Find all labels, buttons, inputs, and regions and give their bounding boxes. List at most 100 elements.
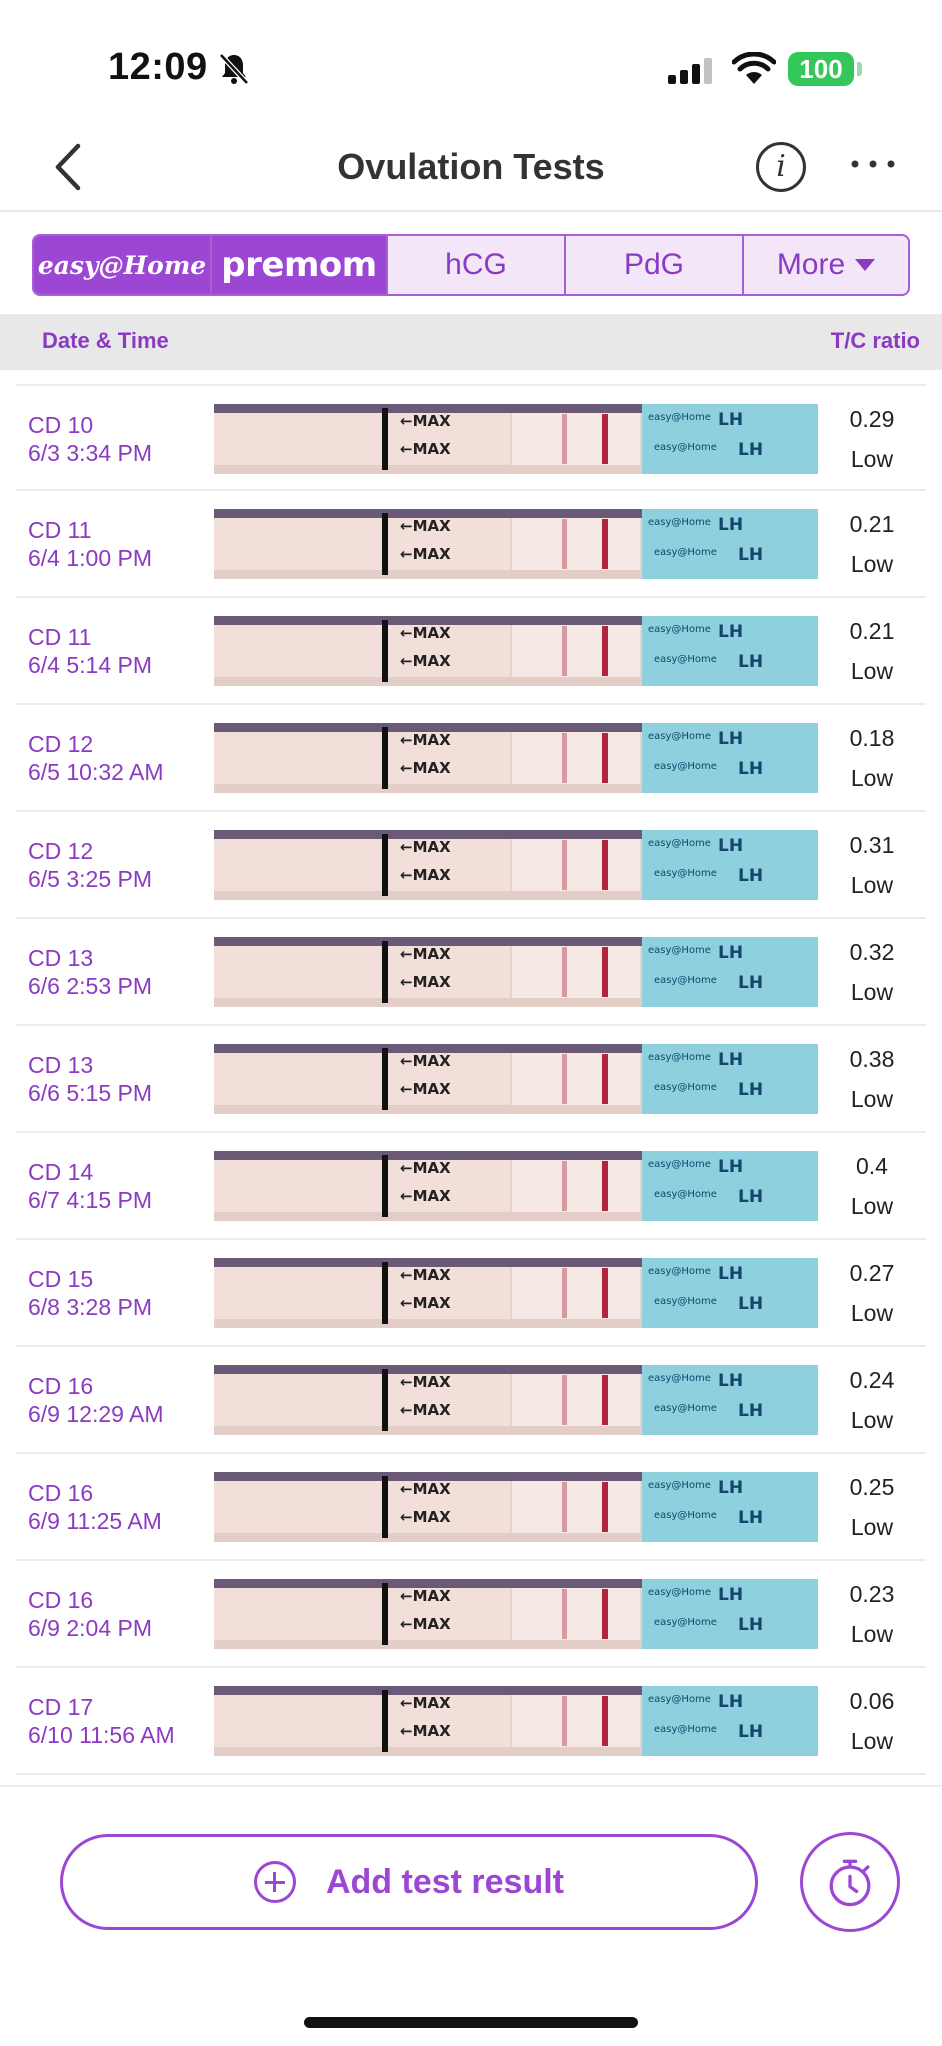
list-item[interactable]: CD 16 6/9 11:25 AM ←MAX ←MAX easy@Home LH easy…	[16, 1454, 926, 1561]
bottom-divider	[0, 1785, 942, 1787]
strip-max-line	[382, 1155, 388, 1217]
tab-premom[interactable]: premom	[212, 236, 388, 294]
strip-brand-text: easy@Home	[654, 761, 717, 772]
list-item[interactable]: CD 16 6/9 12:29 AM ←MAX ←MAX easy@Home LH easy…	[16, 1347, 926, 1454]
strip-edge	[214, 1319, 818, 1328]
strip-max-label: ←MAX	[400, 440, 451, 458]
list-item[interactable]: CD 12 6/5 10:32 AM ←MAX ←MAX easy@Home LH easy…	[16, 705, 926, 812]
test-strip-photo[interactable]: ←MAX ←MAX easy@Home LH easy@Home LH	[214, 723, 818, 793]
strip-max-label: ←MAX	[400, 545, 451, 563]
strip-brand-text: easy@Home	[654, 1189, 717, 1200]
strip-max-label: ←MAX	[400, 1722, 451, 1740]
test-strip-photo[interactable]: ←MAX ←MAX easy@Home LH easy@Home LH	[214, 1686, 818, 1756]
tab-pdg[interactable]: PdG	[566, 236, 744, 294]
tab-easy-home[interactable]: easy@ Home	[34, 236, 212, 294]
tab-more[interactable]: More	[744, 236, 908, 294]
home-indicator[interactable]	[304, 2017, 638, 2028]
strip-brand-text: easy@Home	[648, 1266, 711, 1277]
strip-max-label: ←MAX	[400, 1480, 451, 1498]
test-date-time: 6/4 1:00 PM	[28, 545, 153, 571]
strip-max-line	[382, 1476, 388, 1538]
chevron-left-icon[interactable]	[44, 138, 94, 196]
strip-control-line	[602, 1161, 608, 1211]
list-item[interactable]: CD 14 6/7 4:15 PM ←MAX ←MAX easy@Home LH easy@…	[16, 1133, 926, 1240]
strip-brand-text: easy@Home	[654, 975, 717, 986]
tab-easy-home-label-a: easy@	[37, 250, 124, 280]
test-strip-photo[interactable]: ←MAX ←MAX easy@Home LH easy@Home LH	[214, 937, 818, 1007]
strip-result-window	[510, 413, 642, 465]
test-date-time: 6/10 11:56 AM	[28, 1722, 175, 1748]
list-item[interactable]: CD 16 6/9 2:04 PM ←MAX ←MAX easy@Home LH easy@…	[16, 1561, 926, 1668]
add-test-result-button[interactable]: Add test result	[60, 1834, 758, 1930]
strip-lh-text: LH	[718, 1692, 744, 1712]
strip-lh-text: LH	[718, 1371, 744, 1391]
list-item[interactable]: CD 13 6/6 2:53 PM ←MAX ←MAX easy@Home LH easy@…	[16, 919, 926, 1026]
list-item[interactable]: CD 12 6/5 3:25 PM ←MAX ←MAX easy@Home LH easy@…	[16, 812, 926, 919]
strip-max-label: ←MAX	[400, 1187, 451, 1205]
list-item[interactable]: CD 17 6/10 11:56 AM ←MAX ←MAX easy@Home LH eas…	[16, 1668, 926, 1775]
strip-max-line	[382, 408, 388, 470]
strip-max-line	[382, 513, 388, 575]
test-date-time: 6/9 12:29 AM	[28, 1401, 164, 1427]
list-item[interactable]: CD 11 6/4 1:00 PM ←MAX ←MAX easy@Home LH easy@…	[16, 491, 926, 598]
plus-circle-icon	[253, 1861, 296, 1903]
test-strip-photo[interactable]: ←MAX ←MAX easy@Home LH easy@Home LH	[214, 1044, 818, 1114]
cycle-day: CD 16	[28, 1587, 94, 1613]
tab-hcg[interactable]: hCG	[388, 236, 566, 294]
strip-edge	[214, 616, 818, 625]
strip-max-line	[382, 941, 388, 1003]
strip-result-window	[510, 946, 642, 998]
ellipsis-icon[interactable]	[848, 144, 898, 184]
strip-edge	[214, 1105, 818, 1114]
tc-ratio-value: 0.06	[849, 1688, 895, 1714]
list-item[interactable]: CD 13 6/6 5:15 PM ←MAX ←MAX easy@Home LH easy@…	[16, 1026, 926, 1133]
strip-test-line	[562, 626, 567, 676]
list-item[interactable]: CD 11 6/4 5:14 PM ←MAX ←MAX easy@Home LH easy@…	[16, 598, 926, 705]
strip-test-line	[562, 1161, 567, 1211]
test-strip-photo[interactable]: ←MAX ←MAX easy@Home LH easy@Home LH	[214, 509, 818, 579]
tab-more-label: More	[776, 248, 846, 281]
lh-level: Low	[850, 658, 894, 684]
test-result-list: CD 10 6/3 3:34 PM ←MAX ←MAX easy@Home LH easy@…	[16, 384, 926, 1775]
test-strip-photo[interactable]: ←MAX ←MAX easy@Home LH easy@Home LH	[214, 1472, 818, 1542]
caret-down-icon	[855, 259, 876, 271]
strip-brand-text: easy@Home	[648, 1480, 711, 1491]
strip-brand-text: easy@Home	[648, 412, 711, 423]
strip-lh-text: LH	[738, 1294, 764, 1314]
strip-max-line	[382, 1369, 388, 1431]
list-item[interactable]: CD 15 6/8 3:28 PM ←MAX ←MAX easy@Home LH easy@…	[16, 1240, 926, 1347]
test-strip-photo[interactable]: ←MAX ←MAX easy@Home LH easy@Home LH	[214, 404, 818, 474]
strip-max-label: ←MAX	[400, 1159, 451, 1177]
stopwatch-icon[interactable]	[800, 1832, 900, 1932]
strip-lh-text: LH	[718, 1157, 744, 1177]
add-test-result-label: Add test result	[325, 1862, 565, 1901]
lh-level: Low	[850, 551, 894, 577]
cycle-day: CD 17	[28, 1694, 94, 1720]
strip-lh-text: LH	[718, 1050, 744, 1070]
strip-test-line	[562, 947, 567, 997]
strip-edge	[214, 998, 818, 1007]
test-date-time: 6/4 5:14 PM	[28, 652, 153, 678]
strip-result-window	[510, 625, 642, 677]
strip-lh-text: LH	[738, 1615, 764, 1635]
strip-test-line	[562, 1696, 567, 1746]
strip-control-line	[602, 733, 608, 783]
strip-result-window	[510, 1267, 642, 1319]
strip-result-window	[510, 1374, 642, 1426]
info-icon[interactable]: i	[756, 142, 806, 192]
strip-brand-text: easy@Home	[648, 517, 711, 528]
test-strip-photo[interactable]: ←MAX ←MAX easy@Home LH easy@Home LH	[214, 830, 818, 900]
test-strip-photo[interactable]: ←MAX ←MAX easy@Home LH easy@Home LH	[214, 1258, 818, 1328]
test-strip-photo[interactable]: ←MAX ←MAX easy@Home LH easy@Home LH	[214, 1151, 818, 1221]
strip-max-label: ←MAX	[400, 1373, 451, 1391]
tc-ratio-value: 0.38	[849, 1046, 895, 1072]
cycle-day: CD 10	[28, 412, 94, 438]
list-item[interactable]: CD 10 6/3 3:34 PM ←MAX ←MAX easy@Home LH easy@…	[16, 384, 926, 491]
test-strip-photo[interactable]: ←MAX ←MAX easy@Home LH easy@Home LH	[214, 616, 818, 686]
tab-easy-home-label-b: Home	[123, 250, 207, 280]
strip-edge	[214, 1426, 818, 1435]
test-strip-photo[interactable]: ←MAX ←MAX easy@Home LH easy@Home LH	[214, 1579, 818, 1649]
test-type-tabs: easy@ Home premom hCG PdG More	[32, 234, 910, 296]
cycle-day: CD 14	[28, 1159, 94, 1185]
test-strip-photo[interactable]: ←MAX ←MAX easy@Home LH easy@Home LH	[214, 1365, 818, 1435]
